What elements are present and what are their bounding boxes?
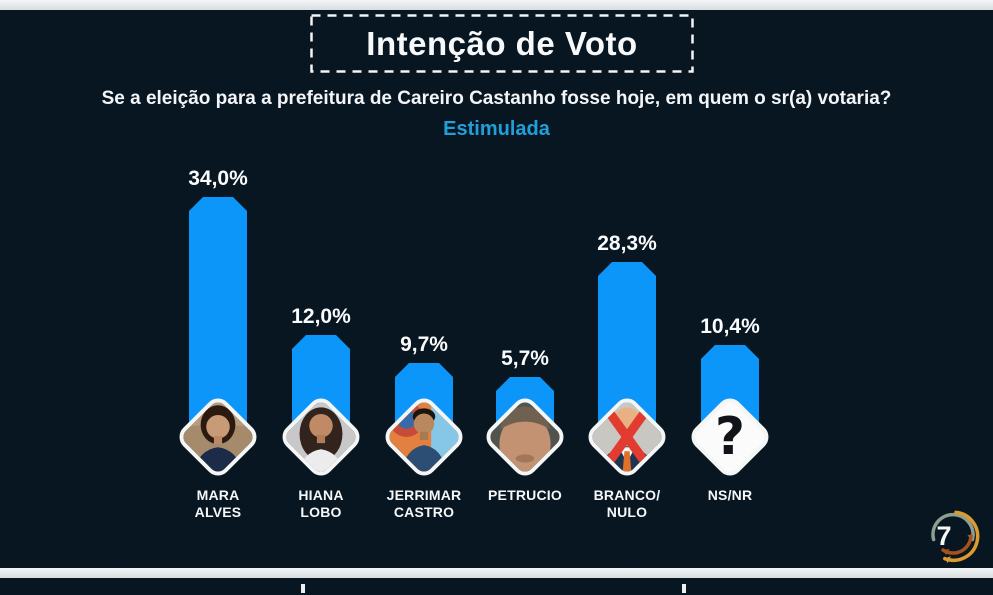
candidate-name: MARA ALVES	[194, 487, 242, 520]
next-slide-border-tick	[301, 584, 305, 593]
title-box: Intenção de Voto	[310, 14, 694, 73]
candidate-name: HIANA LOBO	[298, 487, 344, 520]
crossed-out-person-icon	[583, 393, 671, 481]
woman-portrait-avatar	[174, 393, 262, 481]
man-portrait-avatar	[380, 393, 468, 481]
candidate-photo-diamond	[174, 393, 262, 481]
slide-top-divider	[0, 0, 993, 10]
circular-arrows-icon	[931, 510, 980, 564]
poll-mode-label: Estimulada	[443, 118, 550, 140]
candidate-photo-diamond	[380, 393, 468, 481]
null-vote-diamond	[583, 393, 671, 481]
value-label: 9,7%	[400, 333, 448, 356]
poll-question: Se a eleição para a prefeitura de Careir…	[101, 88, 892, 109]
bar-group-hiana-lobo: 12,0% HIANA LOBO	[261, 0, 381, 568]
woman-portrait-avatar	[277, 393, 365, 481]
slide-bottom-divider	[0, 568, 993, 578]
candidate-photo-diamond	[481, 393, 569, 481]
next-slide-border-tick	[682, 584, 686, 593]
candidate-name: PETRUCIO	[488, 487, 562, 503]
bar-group-petrucio: 5,7% PETRUCIO	[465, 0, 585, 568]
dashed-border	[310, 14, 694, 73]
candidate-photo-diamond	[277, 393, 365, 481]
value-label: 28,3%	[597, 232, 657, 255]
man-face-avatar	[481, 393, 569, 481]
candidate-name: BRANCO/ NULO	[593, 487, 661, 520]
question-mark-icon: ?	[714, 407, 746, 467]
bar-group-jerrimar-castro: 9,7% JERRIMAR CASTRO	[364, 0, 484, 568]
page-title: Intenção de Voto	[366, 24, 638, 62]
candidate-name: JERRIMAR CASTRO	[386, 487, 462, 520]
value-label: 34,0%	[188, 167, 248, 190]
page-indicator: 7	[922, 505, 984, 567]
bar-group-branco-nulo: 28,3% BRANCO/ NULO	[567, 0, 687, 568]
bar-group-ns-nr: 10,4% ? NS/NR	[670, 0, 790, 568]
value-label: 12,0%	[291, 305, 351, 328]
bar-group-mara-alves: 34,0% MARA ALVES	[158, 0, 278, 568]
unknown-diamond: ?	[686, 393, 774, 481]
value-label: 10,4%	[700, 315, 760, 338]
page-number: 7	[936, 521, 952, 551]
candidate-name: NS/NR	[707, 487, 753, 503]
value-label: 5,7%	[501, 347, 549, 370]
